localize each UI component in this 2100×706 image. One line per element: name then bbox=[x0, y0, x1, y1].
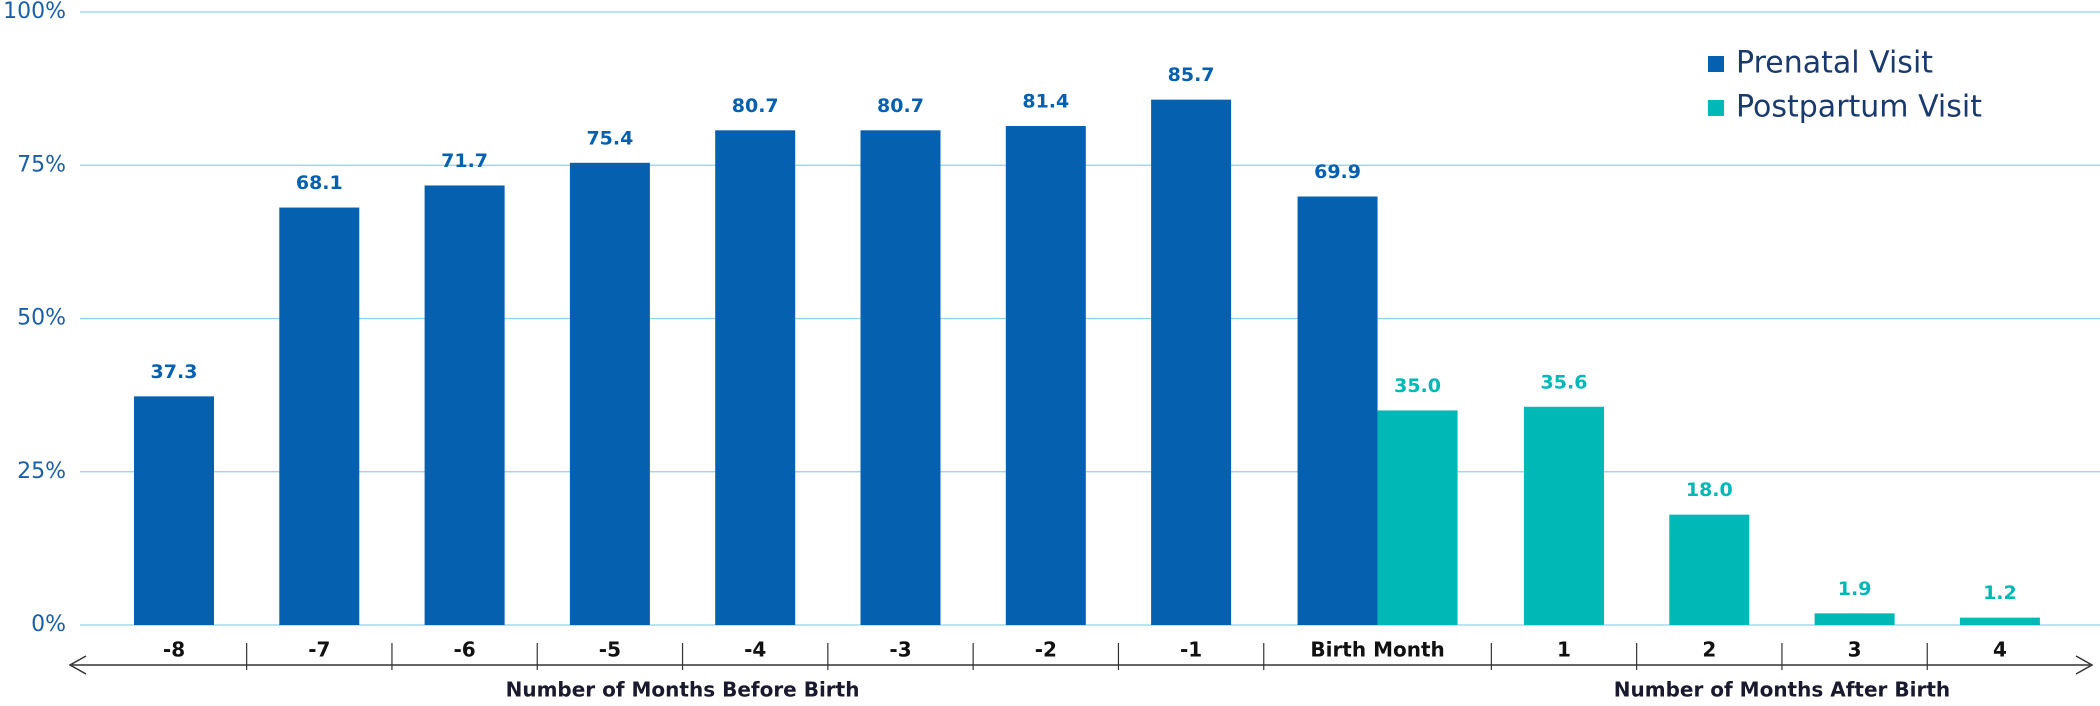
bar bbox=[715, 130, 796, 625]
x-tick-label: -6 bbox=[453, 638, 475, 662]
value-label: 1.2 bbox=[1983, 582, 2017, 604]
x-tick-label: -3 bbox=[889, 638, 911, 662]
legend-label: Postpartum Visit bbox=[1736, 90, 1982, 125]
axis-arrow bbox=[68, 655, 87, 675]
x-tick-label: 1 bbox=[1557, 638, 1571, 662]
value-label: 81.4 bbox=[1022, 91, 1069, 113]
value-label: 68.1 bbox=[296, 172, 343, 194]
bar bbox=[1377, 410, 1458, 625]
bar bbox=[1005, 126, 1086, 625]
bar bbox=[1669, 514, 1750, 625]
y-tick-label: 75% bbox=[17, 152, 66, 177]
x-tick-label: -5 bbox=[599, 638, 621, 662]
x-tick-label: 4 bbox=[1993, 638, 2007, 662]
legend-swatch bbox=[1708, 100, 1724, 116]
value-label: 18.0 bbox=[1686, 479, 1733, 501]
legend-label: Prenatal Visit bbox=[1736, 46, 1933, 81]
axis-arrow bbox=[2075, 655, 2094, 675]
value-label: 37.3 bbox=[151, 361, 198, 383]
bar bbox=[1524, 406, 1604, 625]
y-tick-label: 50% bbox=[17, 306, 66, 331]
value-label: 80.7 bbox=[877, 95, 924, 117]
x-tick-label: Birth Month bbox=[1310, 638, 1444, 662]
bar bbox=[424, 185, 505, 625]
x-tick-label: -7 bbox=[308, 638, 330, 662]
x-tick-label: -1 bbox=[1180, 638, 1202, 662]
y-tick-label: 100% bbox=[3, 0, 66, 24]
y-tick-label: 0% bbox=[31, 612, 66, 637]
bar bbox=[279, 207, 360, 625]
bar bbox=[1814, 613, 1895, 625]
legend-swatch bbox=[1708, 56, 1724, 72]
value-label: 35.0 bbox=[1394, 375, 1441, 397]
value-label: 69.9 bbox=[1314, 161, 1361, 183]
bar bbox=[1959, 617, 2040, 625]
x-tick-label: 2 bbox=[1702, 638, 1716, 662]
value-label: 80.7 bbox=[732, 95, 779, 117]
x-tick-label: -8 bbox=[163, 638, 185, 662]
axis-title: Number of Months Before Birth bbox=[506, 678, 860, 702]
bar bbox=[1151, 99, 1232, 625]
axis-title: Number of Months After Birth bbox=[1614, 678, 1950, 702]
value-label: 75.4 bbox=[586, 127, 633, 149]
value-label: 35.6 bbox=[1541, 371, 1588, 393]
bar bbox=[860, 130, 941, 625]
value-label: 85.7 bbox=[1168, 64, 1215, 86]
bar bbox=[134, 396, 214, 625]
x-tick-label: -2 bbox=[1035, 638, 1057, 662]
value-label: 1.9 bbox=[1838, 578, 1872, 600]
bar bbox=[1297, 196, 1378, 625]
x-tick-label: 3 bbox=[1848, 638, 1862, 662]
bar bbox=[569, 162, 650, 625]
value-label: 71.7 bbox=[441, 150, 488, 172]
x-tick-label: -4 bbox=[744, 638, 766, 662]
y-tick-label: 25% bbox=[17, 459, 66, 484]
